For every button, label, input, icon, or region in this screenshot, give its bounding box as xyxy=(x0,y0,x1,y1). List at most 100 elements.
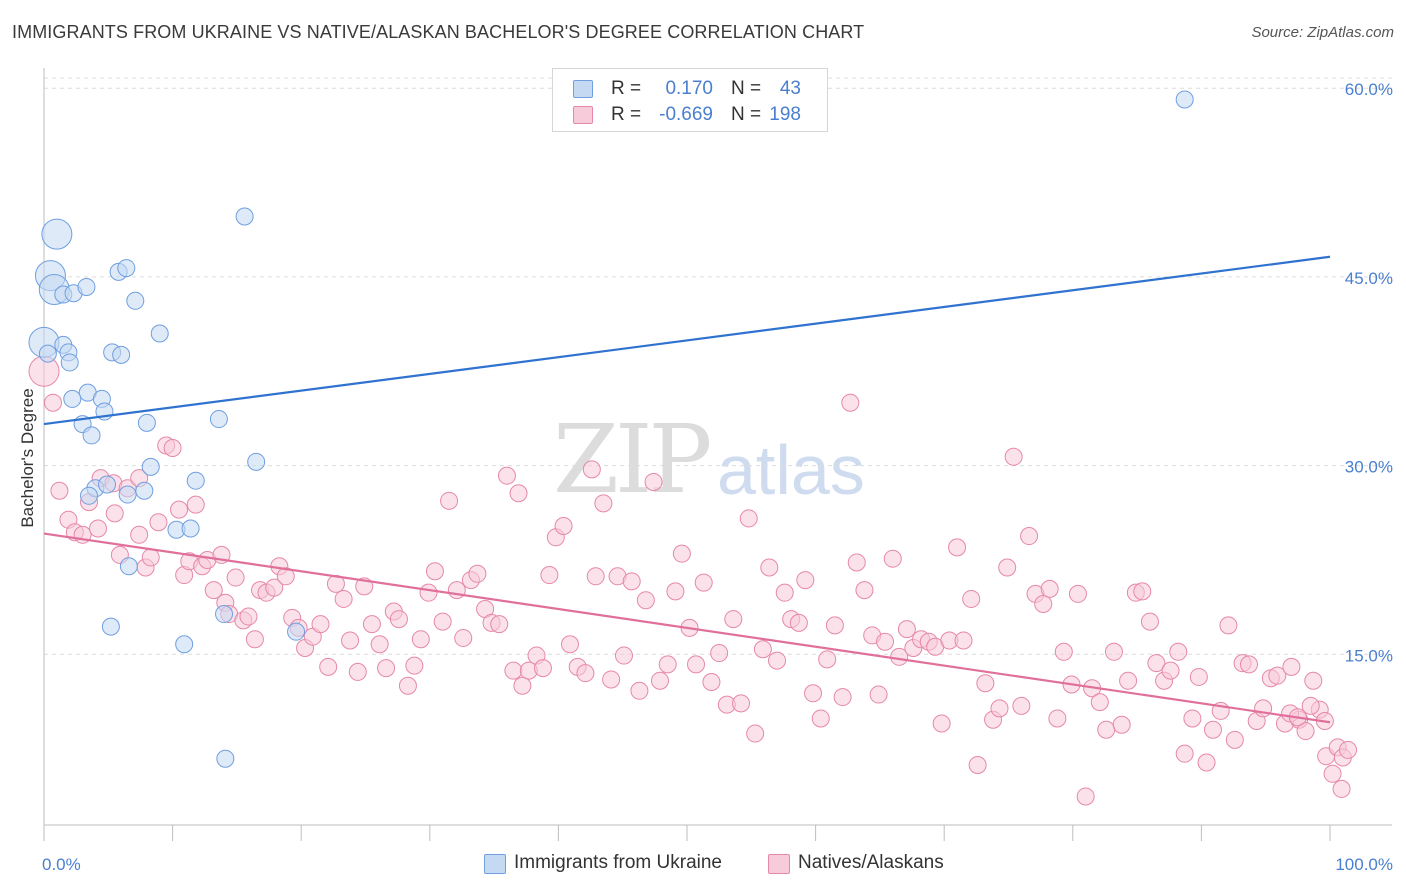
data-point-natives xyxy=(440,491,459,510)
data-point-ukraine xyxy=(235,207,254,226)
data-point-natives xyxy=(504,661,523,680)
data-point-ukraine xyxy=(135,481,154,500)
data-point-natives xyxy=(419,583,438,602)
data-point-natives xyxy=(186,495,205,514)
data-point-natives xyxy=(411,630,430,649)
data-point-natives xyxy=(650,671,669,690)
data-point-natives xyxy=(876,632,895,651)
y-tick-label: 30.0% xyxy=(1345,458,1393,477)
data-point-natives xyxy=(644,472,663,491)
legend-label-ukraine: Immigrants from Ukraine xyxy=(514,852,722,873)
data-point-natives xyxy=(760,558,779,577)
data-point-natives xyxy=(1040,579,1059,598)
data-point-natives xyxy=(389,610,408,629)
data-point-ukraine xyxy=(247,452,266,471)
data-point-natives xyxy=(630,681,649,700)
data-point-ukraine xyxy=(1175,90,1194,109)
data-point-natives xyxy=(50,481,69,500)
trend-line-natives xyxy=(43,532,1331,724)
data-point-ukraine xyxy=(215,605,234,624)
data-point-natives xyxy=(841,393,860,412)
data-point-natives xyxy=(847,553,866,572)
data-point-natives xyxy=(1054,642,1073,661)
data-point-natives xyxy=(226,568,245,587)
data-point-natives xyxy=(1119,671,1138,690)
natives-alaskans-points xyxy=(28,355,1358,806)
data-point-natives xyxy=(163,438,182,457)
data-point-natives xyxy=(672,544,691,563)
data-point-natives xyxy=(976,674,995,693)
data-point-ukraine xyxy=(181,519,200,538)
legend-r-value: 0.170 xyxy=(665,78,713,99)
data-point-ukraine xyxy=(118,485,137,504)
watermark-atlas: atlas xyxy=(717,431,865,509)
legend-swatch-ukraine xyxy=(573,80,593,98)
data-point-natives xyxy=(1189,667,1208,686)
data-point-natives xyxy=(377,659,396,678)
data-point-ukraine xyxy=(60,353,79,372)
y-tick-label: 45.0% xyxy=(1345,269,1393,288)
data-point-natives xyxy=(602,670,621,689)
data-point-natives xyxy=(319,657,338,676)
data-point-natives xyxy=(1296,722,1315,741)
x-tick-label-max: 100.0% xyxy=(1335,855,1393,874)
data-point-natives xyxy=(454,628,473,647)
data-point-natives xyxy=(1133,582,1152,601)
data-point-natives xyxy=(586,567,605,586)
data-point-natives xyxy=(990,699,1009,718)
legend-swatch-natives xyxy=(573,106,593,124)
data-point-natives xyxy=(1068,584,1087,603)
data-point-natives xyxy=(622,572,641,591)
data-point-natives xyxy=(341,631,360,650)
legend-label-natives: Natives/Alaskans xyxy=(798,852,944,873)
source-label: Source: ZipAtlas.com xyxy=(1251,24,1394,41)
data-point-ukraine xyxy=(82,426,101,445)
data-point-natives xyxy=(1282,657,1301,676)
data-point-ukraine xyxy=(209,410,228,429)
data-point-natives xyxy=(576,664,595,683)
data-point-natives xyxy=(239,607,258,626)
data-point-natives xyxy=(594,494,613,513)
data-point-natives xyxy=(1219,616,1238,635)
data-point-natives xyxy=(497,466,516,485)
data-point-natives xyxy=(1090,693,1109,712)
data-point-natives xyxy=(702,672,721,691)
data-point-ukraine xyxy=(175,635,194,654)
data-point-natives xyxy=(710,644,729,663)
data-point-natives xyxy=(1225,730,1244,749)
data-point-natives xyxy=(1183,709,1202,728)
data-point-ukraine xyxy=(117,259,136,278)
data-point-natives xyxy=(825,616,844,635)
data-point-natives xyxy=(739,509,758,528)
trend-line-ukraine xyxy=(43,255,1331,426)
legend-n-label: N = xyxy=(731,104,767,125)
data-point-ukraine xyxy=(126,291,145,310)
data-point-natives xyxy=(1203,720,1222,739)
data-point-natives xyxy=(1140,612,1159,631)
data-point-natives xyxy=(954,631,973,650)
data-point-natives xyxy=(398,676,417,695)
data-point-natives xyxy=(276,567,295,586)
watermark-zip: ZIP xyxy=(553,405,712,515)
trend-lines xyxy=(43,255,1331,724)
data-point-natives xyxy=(433,612,452,631)
data-point-natives xyxy=(204,581,223,600)
data-point-natives xyxy=(447,581,466,600)
data-point-natives xyxy=(170,500,189,519)
data-point-natives xyxy=(883,549,902,568)
data-point-natives xyxy=(768,651,787,670)
data-point-natives xyxy=(334,589,353,608)
axes xyxy=(43,68,1392,841)
data-point-natives xyxy=(1020,527,1039,546)
data-point-natives xyxy=(1104,642,1123,661)
legend-row-ukraine: R = 0.170 N = 43 xyxy=(553,75,827,101)
data-point-natives xyxy=(1301,696,1320,715)
data-point-natives xyxy=(405,656,424,675)
data-point-natives xyxy=(1004,447,1023,466)
data-point-ukraine xyxy=(150,324,169,343)
data-point-natives xyxy=(105,504,124,523)
data-point-natives xyxy=(44,393,63,412)
data-point-natives xyxy=(1239,655,1258,674)
data-point-natives xyxy=(1161,661,1180,680)
axis-labels: 15.0% 30.0% 45.0% 60.0% 0.0% 100.0% Bachelor's… xyxy=(18,80,1393,874)
